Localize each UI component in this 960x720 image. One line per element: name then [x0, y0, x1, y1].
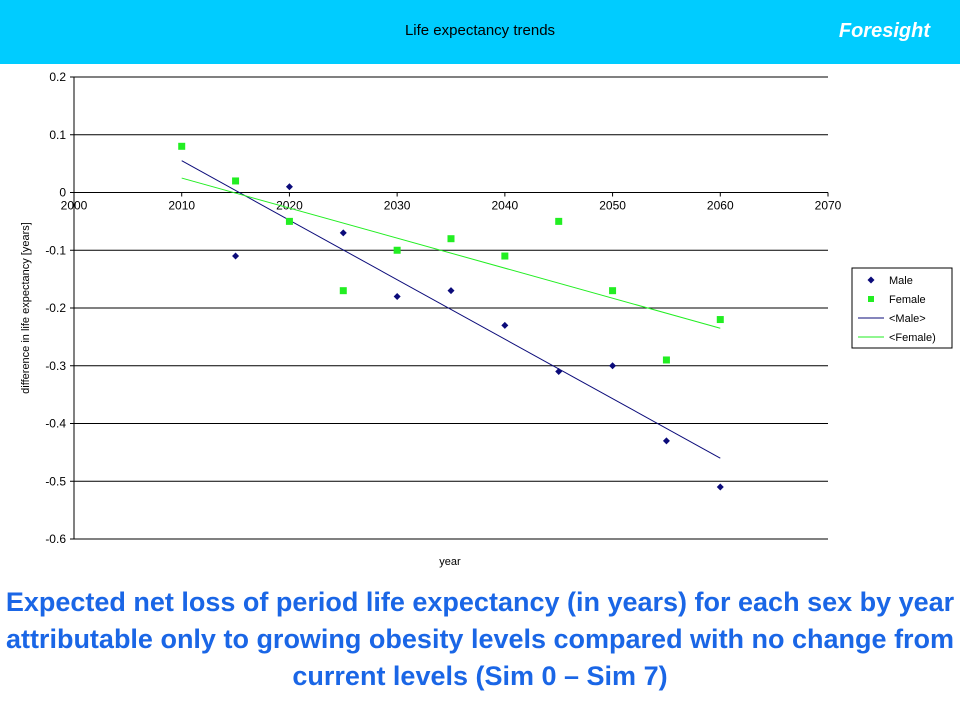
- x-tick-label: 2020: [276, 199, 303, 213]
- y-axis-title: difference in life expectancy [years]: [20, 222, 32, 394]
- x-tick-label: 2060: [707, 199, 734, 213]
- male-point: [662, 437, 670, 445]
- y-tick-label: -0.3: [45, 359, 66, 373]
- male-point: [339, 229, 347, 237]
- female-point: [555, 217, 563, 225]
- female-point: [716, 316, 724, 324]
- y-tick-label: 0.1: [49, 128, 66, 142]
- female-trendline: [181, 177, 721, 329]
- male-point: [285, 183, 293, 191]
- male-point: [232, 252, 240, 260]
- male-point: [447, 287, 455, 295]
- x-tick-label: 2050: [599, 199, 626, 213]
- y-tick-label: 0: [59, 186, 66, 200]
- x-tick-label: 2030: [384, 199, 411, 213]
- legend-female-label: Female: [889, 294, 926, 306]
- brand-logo: Foresight: [838, 20, 930, 42]
- x-tick-label: 2070: [815, 199, 842, 213]
- female-point: [501, 252, 509, 260]
- legend-female-trend-label: <Female): [889, 332, 936, 344]
- legend-female-marker: [868, 296, 874, 302]
- female-point: [393, 246, 401, 254]
- y-tick-label: -0.4: [45, 417, 66, 431]
- legend-male-trend-label: <Male>: [889, 313, 926, 325]
- legend-male-label: Male: [889, 275, 913, 287]
- male-point: [501, 321, 509, 329]
- x-tick-label: 2000: [61, 199, 88, 213]
- slide-caption: Expected net loss of period life expecta…: [5, 587, 955, 691]
- female-point: [232, 177, 240, 185]
- y-tick-label: -0.2: [45, 301, 66, 315]
- female-point: [609, 287, 617, 295]
- legend-male-marker: [867, 276, 875, 284]
- male-point: [716, 483, 724, 491]
- female-point: [447, 235, 455, 243]
- y-tick-label: -0.6: [45, 532, 66, 546]
- female-point: [339, 287, 347, 295]
- x-tick-label: 2010: [168, 199, 195, 213]
- header-banner: [0, 0, 960, 64]
- chart-title: Life expectancy trends: [404, 22, 556, 39]
- female-point: [662, 356, 670, 364]
- x-tick-label: 2040: [492, 199, 519, 213]
- male-point: [555, 368, 563, 376]
- legend-box: [851, 267, 953, 349]
- y-tick-label: -0.5: [45, 474, 66, 488]
- legend: Male Female <Male> <Female): [851, 267, 953, 349]
- female-point: [178, 142, 186, 150]
- female-point: [285, 217, 293, 225]
- x-axis-title: year: [439, 556, 461, 568]
- y-tick-label: -0.1: [45, 243, 66, 257]
- y-tick-label: 0.2: [49, 70, 66, 84]
- male-trendline: [181, 160, 721, 459]
- male-point: [393, 292, 401, 300]
- male-point: [609, 362, 617, 370]
